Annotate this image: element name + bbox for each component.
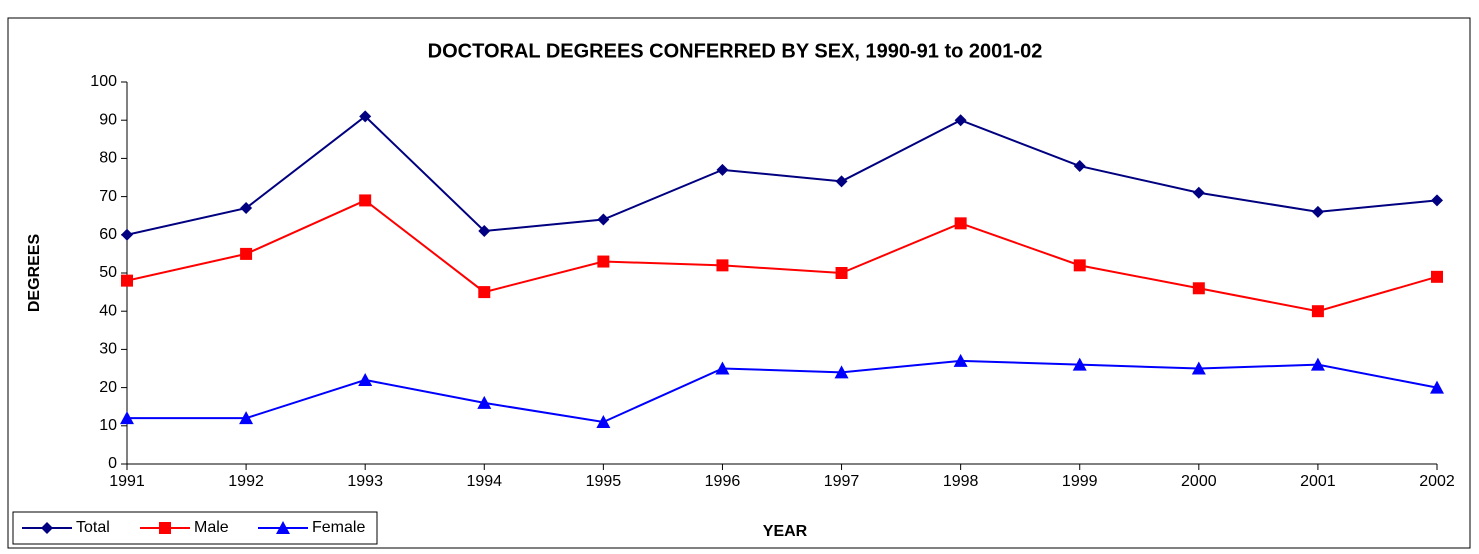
chart-title: DOCTORAL DEGREES CONFERRED BY SEX, 1990-…	[428, 40, 1043, 62]
x-tick-label: 1994	[466, 473, 502, 490]
marker	[1191, 361, 1206, 375]
marker	[716, 259, 729, 272]
y-tick-label: 30	[99, 341, 117, 358]
legend-marker	[41, 522, 53, 534]
y-tick-label: 90	[99, 111, 117, 128]
y-tick-label: 70	[99, 188, 117, 205]
marker	[597, 213, 610, 226]
y-axis-label: DEGREES	[26, 234, 43, 313]
legend-marker	[276, 521, 290, 534]
marker	[1311, 205, 1324, 218]
marker	[358, 372, 373, 386]
marker	[478, 224, 491, 237]
series-line	[126, 115, 1438, 236]
series-line	[126, 199, 1438, 313]
marker	[359, 194, 372, 207]
marker	[1430, 380, 1444, 394]
marker	[239, 411, 254, 425]
y-tick-label: 50	[99, 264, 117, 281]
x-tick-label: 2001	[1300, 473, 1336, 490]
x-tick-label: 1992	[228, 473, 264, 490]
marker	[121, 228, 133, 241]
y-tick-label: 20	[99, 379, 117, 396]
legend-label: Total	[76, 519, 110, 536]
marker	[1431, 194, 1443, 207]
marker	[1431, 270, 1443, 283]
legend-marker	[159, 522, 171, 534]
marker	[597, 255, 610, 268]
x-tick-label: 2002	[1419, 473, 1455, 490]
marker	[1072, 357, 1087, 371]
marker	[120, 411, 134, 425]
marker	[1192, 186, 1205, 199]
y-tick-label: 80	[99, 150, 117, 167]
legend-label: Female	[312, 519, 365, 536]
marker	[1073, 160, 1086, 173]
marker	[954, 114, 967, 127]
x-tick-label: 1998	[943, 473, 979, 490]
chart-frame	[7, 17, 1471, 549]
x-tick-label: 1997	[824, 473, 860, 490]
x-axis-label: YEAR	[763, 523, 808, 540]
marker	[1311, 305, 1324, 318]
marker	[240, 202, 253, 215]
marker	[121, 274, 133, 287]
marker	[835, 175, 848, 188]
x-tick-label: 1995	[586, 473, 622, 490]
x-tick-label: 1996	[705, 473, 741, 490]
marker	[477, 395, 492, 409]
marker	[954, 217, 967, 230]
y-tick-label: 0	[108, 455, 117, 472]
y-tick-label: 40	[99, 302, 117, 319]
y-tick-label: 10	[99, 417, 117, 434]
legend	[12, 511, 378, 545]
marker	[953, 353, 968, 367]
legend-label: Male	[194, 519, 229, 536]
y-tick-label: 100	[90, 73, 117, 90]
marker	[1192, 282, 1205, 295]
y-tick-label: 60	[99, 226, 117, 243]
marker	[1310, 357, 1325, 371]
marker	[596, 414, 611, 428]
marker	[240, 247, 253, 260]
x-tick-label: 1999	[1062, 473, 1098, 490]
marker	[715, 361, 730, 375]
marker	[835, 267, 848, 279]
x-tick-label: 1993	[347, 473, 383, 490]
marker	[478, 286, 491, 299]
marker	[716, 163, 729, 176]
marker	[1073, 259, 1086, 272]
marker	[359, 110, 372, 123]
x-tick-label: 1991	[109, 473, 145, 490]
x-tick-label: 2000	[1181, 473, 1217, 490]
marker	[834, 365, 849, 379]
series-line	[127, 359, 1438, 424]
